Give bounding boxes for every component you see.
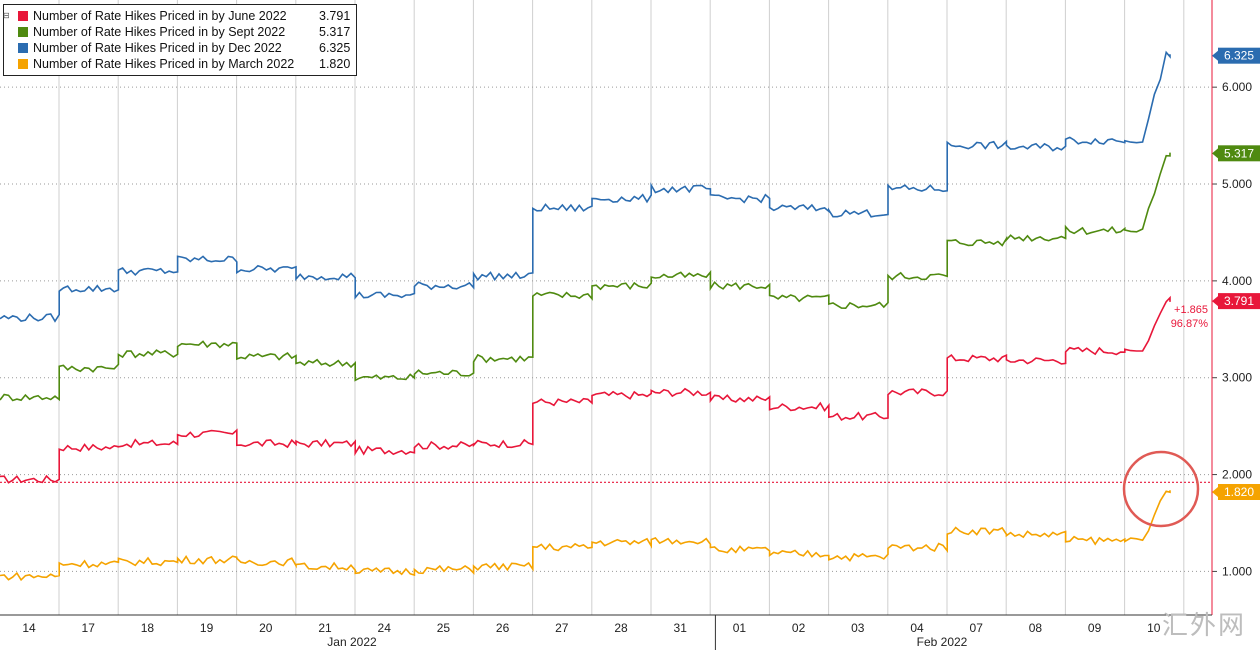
series-value-tag-pointer <box>1212 296 1218 307</box>
watermark-logo: 汇外网 <box>1161 611 1246 641</box>
legend-series-value: 1.820 <box>319 57 351 71</box>
x-tick-label: 14 <box>22 621 36 635</box>
x-tick-label: 21 <box>318 621 332 635</box>
month-label: Feb 2022 <box>917 635 968 649</box>
legend-swatch <box>18 43 28 53</box>
x-tick-label: 04 <box>910 621 924 635</box>
series-value-tag-pointer <box>1212 148 1218 159</box>
x-tick-label: 31 <box>674 621 688 635</box>
x-tick-label: 28 <box>614 621 628 635</box>
legend: ⊟ Number of Rate Hikes Priced in by June… <box>3 4 358 76</box>
series-value-tag <box>1218 484 1260 500</box>
legend-series-value: 6.325 <box>319 41 351 55</box>
highlight-circle <box>1122 450 1200 528</box>
legend-item: Number of Rate Hikes Priced in by June 2… <box>18 8 350 24</box>
y-tick-label: 5.000 <box>1222 177 1252 191</box>
series-line <box>0 152 1171 402</box>
series-value-label: 5.317 <box>1224 146 1254 160</box>
series-value-tag-pointer <box>1212 50 1218 61</box>
legend-series-value: 5.317 <box>319 25 351 39</box>
x-tick-label: 01 <box>733 621 747 635</box>
legend-item: Number of Rate Hikes Priced in by Dec 20… <box>18 40 350 56</box>
x-tick-label: 02 <box>792 621 806 635</box>
x-tick-label: 26 <box>496 621 510 635</box>
series-value-label: 6.325 <box>1224 49 1254 63</box>
series-value-label: 1.820 <box>1224 485 1254 499</box>
series-value-label: 3.791 <box>1224 294 1254 308</box>
legend-item: Number of Rate Hikes Priced in by Sept 2… <box>18 24 350 40</box>
y-tick-label: 1.000 <box>1222 564 1252 578</box>
series-value-tag <box>1218 47 1260 64</box>
x-tick-label: 17 <box>82 621 96 635</box>
y-tick-label: 6.000 <box>1222 80 1252 94</box>
series-line <box>0 490 1171 582</box>
x-tick-label: 10 <box>1147 621 1161 635</box>
legend-series-name: Number of Rate Hikes Priced in by June 2… <box>33 9 287 23</box>
legend-swatch <box>18 27 28 37</box>
series-line <box>0 295 1171 484</box>
legend-series-name: Number of Rate Hikes Priced in by Dec 20… <box>33 41 282 55</box>
x-tick-label: 19 <box>200 621 214 635</box>
x-tick-label: 18 <box>141 621 155 635</box>
x-tick-label: 07 <box>970 621 984 635</box>
x-tick-label: 24 <box>378 621 392 635</box>
legend-series-name: Number of Rate Hikes Priced in by Sept 2… <box>33 25 286 39</box>
legend-swatch <box>18 11 28 21</box>
x-tick-label: 27 <box>555 621 569 635</box>
legend-swatch <box>18 59 28 69</box>
series-value-tag <box>1218 293 1260 310</box>
x-tick-label: 08 <box>1029 621 1043 635</box>
series-value-tag-pointer <box>1212 487 1218 497</box>
x-tick-label: 03 <box>851 621 865 635</box>
series-value-tag <box>1218 145 1260 162</box>
legend-collapse-icon[interactable]: ⊟ <box>3 11 10 20</box>
x-tick-label: 25 <box>437 621 451 635</box>
y-tick-label: 4.000 <box>1222 274 1252 288</box>
y-tick-label: 3.000 <box>1222 371 1252 385</box>
percent-annotation: 96.87% <box>1171 318 1209 330</box>
x-tick-label: 20 <box>259 621 273 635</box>
month-label: Jan 2022 <box>327 635 377 649</box>
change-annotation: +1.865 <box>1174 304 1208 316</box>
legend-series-value: 3.791 <box>319 9 351 23</box>
y-tick-label: 2.000 <box>1222 468 1252 482</box>
series-line <box>0 50 1171 323</box>
x-tick-label: 09 <box>1088 621 1102 635</box>
legend-item: Number of Rate Hikes Priced in by March … <box>18 56 350 72</box>
legend-series-name: Number of Rate Hikes Priced in by March … <box>33 57 295 71</box>
